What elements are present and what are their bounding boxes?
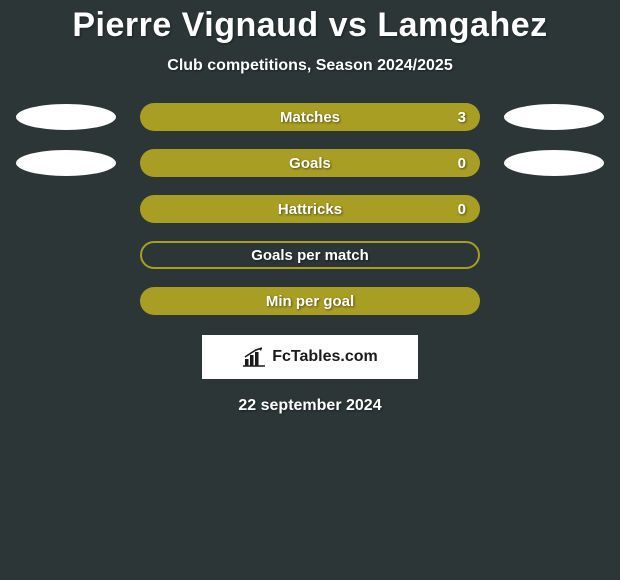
logo-text: FcTables.com — [272, 348, 378, 366]
right-ellipse-slot — [498, 103, 610, 131]
player-left-marker — [16, 104, 116, 130]
stat-rows: Matches 3 Goals 0 Hattricks 0 Goals per match M… — [0, 103, 620, 315]
stat-row: Hattricks 0 — [0, 195, 620, 223]
stat-bar: Matches 3 — [140, 103, 480, 131]
player-right-marker — [504, 104, 604, 130]
right-ellipse-slot — [498, 241, 610, 269]
stat-label: Hattricks — [278, 201, 342, 218]
stat-bar: Min per goal — [140, 287, 480, 315]
stat-row: Min per goal — [0, 287, 620, 315]
stat-bar: Goals 0 — [140, 149, 480, 177]
right-ellipse-slot — [498, 149, 610, 177]
date-label: 22 september 2024 — [238, 397, 381, 415]
left-ellipse-slot — [10, 287, 122, 315]
right-ellipse-slot — [498, 287, 610, 315]
stats-comparison: Pierre Vignaud vs Lamgahez Club competit… — [0, 0, 620, 415]
stat-row: Goals per match — [0, 241, 620, 269]
left-ellipse-slot — [10, 103, 122, 131]
player-right-marker — [504, 150, 604, 176]
right-ellipse-slot — [498, 195, 610, 223]
stat-row: Matches 3 — [0, 103, 620, 131]
page-subtitle: Club competitions, Season 2024/2025 — [167, 57, 452, 75]
stat-row: Goals 0 — [0, 149, 620, 177]
stat-right-value: 3 — [458, 109, 466, 126]
stat-right-value: 0 — [458, 201, 466, 218]
chart-icon — [242, 347, 266, 367]
attribution-logo[interactable]: FcTables.com — [202, 335, 418, 379]
stat-label: Min per goal — [266, 293, 354, 310]
stat-bar: Hattricks 0 — [140, 195, 480, 223]
stat-right-value: 0 — [458, 155, 466, 172]
stat-label: Goals per match — [251, 247, 369, 264]
left-ellipse-slot — [10, 241, 122, 269]
stat-label: Matches — [280, 109, 340, 126]
left-ellipse-slot — [10, 195, 122, 223]
stat-label: Goals — [289, 155, 331, 172]
page-title: Pierre Vignaud vs Lamgahez — [72, 6, 547, 45]
left-ellipse-slot — [10, 149, 122, 177]
player-left-marker — [16, 150, 116, 176]
stat-bar: Goals per match — [140, 241, 480, 269]
